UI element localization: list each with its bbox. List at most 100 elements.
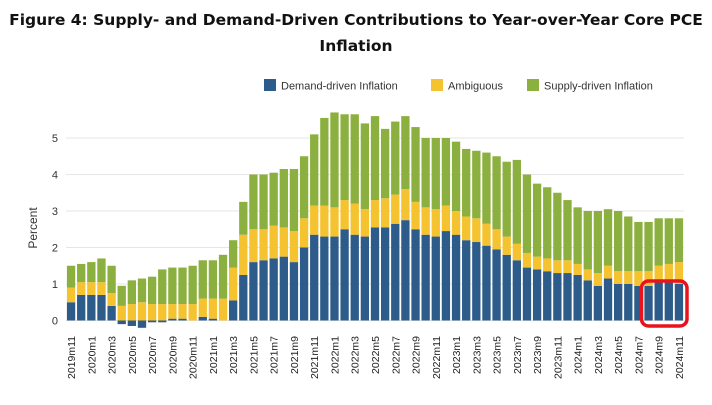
bar-segment-supply (350, 114, 359, 204)
bar-segment-ambiguous (502, 236, 511, 255)
bar-segment-supply (66, 265, 76, 288)
bar-segment-ambiguous (158, 304, 167, 321)
bar-segment-ambiguous (553, 260, 562, 274)
bar-segment-supply (218, 254, 228, 299)
x-tick-label: 2020m11 (188, 336, 200, 379)
bar-segment-ambiguous (198, 298, 207, 317)
bar-segment-supply (158, 269, 167, 305)
bar-segment-ambiguous (249, 229, 258, 263)
bar-segment-supply (502, 161, 511, 237)
bar-segment-demand (634, 285, 643, 321)
bar-segment-supply (411, 127, 420, 202)
bar-segment-ambiguous (512, 243, 521, 261)
highlight-rectangle (639, 279, 689, 328)
bar-segment-ambiguous (320, 205, 329, 237)
x-tick-label: 2022m7 (390, 336, 402, 374)
bar-segment-ambiguous (310, 205, 319, 235)
bar-segment-demand (107, 305, 116, 321)
bar-segment-supply (370, 116, 380, 201)
x-tick-label: 2024m9 (654, 336, 666, 374)
bar-segment-ambiguous (441, 205, 451, 232)
bar-segment-demand (482, 245, 491, 321)
bar-segment-ambiguous (401, 189, 410, 221)
bar-segment-ambiguous (279, 227, 288, 257)
bar-segment-supply (208, 260, 218, 299)
bar-segment-demand (674, 284, 684, 321)
bar-segment-demand (299, 247, 309, 321)
bar-segment-supply (178, 267, 187, 305)
legend: Demand-driven Inflation Ambiguous Supply-d… (264, 79, 653, 93)
bar-segment-supply (472, 150, 481, 219)
bar-segment-demand (441, 231, 451, 321)
bar-segment-ambiguous (421, 207, 430, 235)
bar-segment-supply (269, 172, 278, 226)
bar-segment-ambiguous (411, 201, 420, 230)
x-tick-label: 2024m5 (613, 336, 625, 374)
bars (66, 112, 684, 328)
bar-segment-demand (380, 227, 390, 321)
bar-segment-demand (624, 284, 633, 321)
bar-segment-ambiguous (532, 256, 542, 270)
bar-segment-supply (87, 262, 96, 283)
bar-segment-supply (117, 285, 126, 306)
legend-swatch (264, 79, 276, 91)
bar-segment-ambiguous (147, 304, 157, 321)
bar-segment-ambiguous (350, 203, 359, 235)
bar-segment-ambiguous (462, 216, 471, 241)
bar-segment-ambiguous (431, 209, 440, 237)
bar-segment-demand (593, 285, 603, 321)
bar-segment-demand (117, 320, 126, 325)
x-tick-label: 2023m7 (512, 336, 524, 374)
bar-segment-supply (360, 123, 370, 210)
highlight-box (639, 279, 689, 328)
bar-segment-demand (158, 320, 167, 323)
bar-segment-demand (168, 318, 177, 321)
bar-segment-demand (472, 242, 481, 321)
bar-segment-ambiguous (330, 207, 339, 237)
bar-segment-supply (674, 218, 684, 263)
chart-title-line-2: Inflation (319, 37, 392, 55)
bar-segment-ambiguous (117, 305, 126, 321)
bar-segment-demand (421, 234, 430, 321)
x-tick-label: 2023m11 (552, 336, 564, 379)
bar-segment-supply (77, 263, 86, 283)
bar-segment-ambiguous (188, 304, 197, 321)
bar-segment-demand (512, 260, 521, 321)
bar-segment-ambiguous (127, 304, 137, 321)
x-tick-label: 2024m11 (674, 336, 686, 379)
bar-segment-demand (360, 236, 370, 321)
bar-segment-supply (532, 183, 542, 257)
bar-segment-supply (492, 156, 501, 230)
bar-segment-supply (563, 200, 572, 261)
bar-segment-ambiguous (603, 265, 613, 279)
bar-segment-demand (350, 234, 359, 321)
y-tick-label: 1 (52, 279, 58, 291)
bar-segment-demand (654, 282, 663, 321)
bar-segment-ambiguous (269, 225, 278, 259)
bar-segment-supply (320, 117, 329, 206)
bar-segment-demand (603, 278, 613, 321)
legend-label: Supply-driven Inflation (544, 81, 653, 93)
x-tick-label: 2021m5 (248, 336, 260, 374)
bar-segment-demand (583, 280, 592, 321)
x-tick-label: 2021m7 (269, 336, 281, 374)
bar-segment-ambiguous (634, 271, 643, 286)
bar-segment-demand (289, 262, 299, 321)
bar-segment-demand (644, 285, 653, 321)
bar-segment-ambiguous (654, 265, 663, 283)
bar-segment-ambiguous (593, 273, 603, 286)
x-tick-label: 2021m11 (309, 336, 321, 379)
bar-segment-demand (229, 300, 238, 321)
bar-segment-ambiguous (563, 260, 572, 274)
bar-segment-demand (340, 229, 349, 321)
x-tick-label: 2021m3 (228, 336, 240, 374)
bar-segment-supply (147, 276, 157, 305)
bar-segment-ambiguous (168, 304, 177, 319)
bar-segment-demand (451, 234, 461, 321)
x-tick-label: 2024m3 (593, 336, 605, 374)
bar-segment-ambiguous (107, 293, 116, 306)
bar-segment-demand (97, 294, 106, 321)
legend-label: Ambiguous (448, 81, 504, 93)
bar-segment-supply (451, 141, 461, 211)
